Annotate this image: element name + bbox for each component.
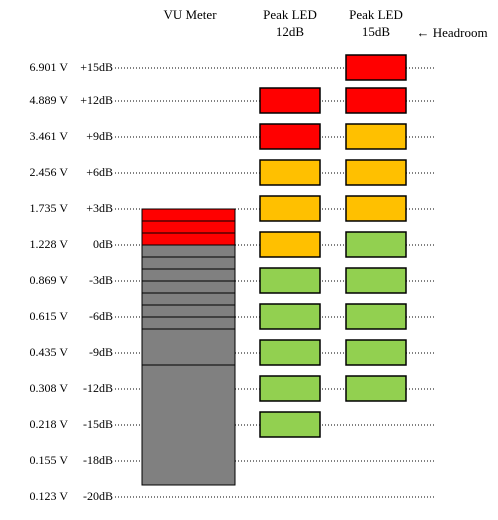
led [259, 195, 321, 222]
voltage-label: 4.889 V [30, 93, 69, 107]
led [345, 159, 407, 186]
voltage-label: 2.456 V [30, 165, 69, 179]
led [259, 159, 321, 186]
led [259, 375, 321, 402]
db-label: -3dB [89, 273, 113, 287]
db-label: -15dB [83, 417, 113, 431]
led [345, 54, 407, 81]
voltage-label: 0.869 V [30, 273, 69, 287]
led-header: Peak LED [263, 7, 317, 22]
led [345, 87, 407, 114]
led [259, 87, 321, 114]
led [345, 267, 407, 294]
led [345, 231, 407, 258]
vu-red [141, 208, 236, 246]
led [345, 303, 407, 330]
db-label: -6dB [89, 309, 113, 323]
db-label: -12dB [83, 381, 113, 395]
led [259, 339, 321, 366]
db-label: +15dB [80, 60, 113, 74]
led-header: Peak LED [349, 7, 403, 22]
vu-header: VU Meter [163, 7, 217, 22]
voltage-label: 1.735 V [30, 201, 69, 215]
led [259, 411, 321, 438]
led-header: 15dB [362, 24, 391, 39]
db-label: +3dB [86, 201, 113, 215]
db-label: +9dB [86, 129, 113, 143]
voltage-label: 0.218 V [30, 417, 69, 431]
led [259, 303, 321, 330]
voltage-label: 0.435 V [30, 345, 69, 359]
voltage-label: 6.901 V [30, 60, 69, 74]
db-label: 0dB [93, 237, 113, 251]
voltage-label: 3.461 V [30, 129, 69, 143]
db-label: -20dB [83, 489, 113, 503]
voltage-label: 0.155 V [30, 453, 69, 467]
db-label: -9dB [89, 345, 113, 359]
led [345, 339, 407, 366]
led [259, 231, 321, 258]
vu-body [141, 208, 236, 486]
led [345, 375, 407, 402]
led [259, 123, 321, 150]
voltage-label: 0.123 V [30, 489, 69, 503]
led [345, 195, 407, 222]
db-label: +12dB [80, 93, 113, 107]
db-label: +6dB [86, 165, 113, 179]
headroom-label: ← Headroom [416, 25, 487, 40]
led [345, 123, 407, 150]
voltage-label: 1.228 V [30, 237, 69, 251]
led-header: 12dB [276, 24, 305, 39]
vu-meter [141, 208, 236, 486]
vu-segments [142, 220, 235, 366]
voltage-label: 0.308 V [30, 381, 69, 395]
db-label: -18dB [83, 453, 113, 467]
led [259, 267, 321, 294]
voltage-label: 0.615 V [30, 309, 69, 323]
